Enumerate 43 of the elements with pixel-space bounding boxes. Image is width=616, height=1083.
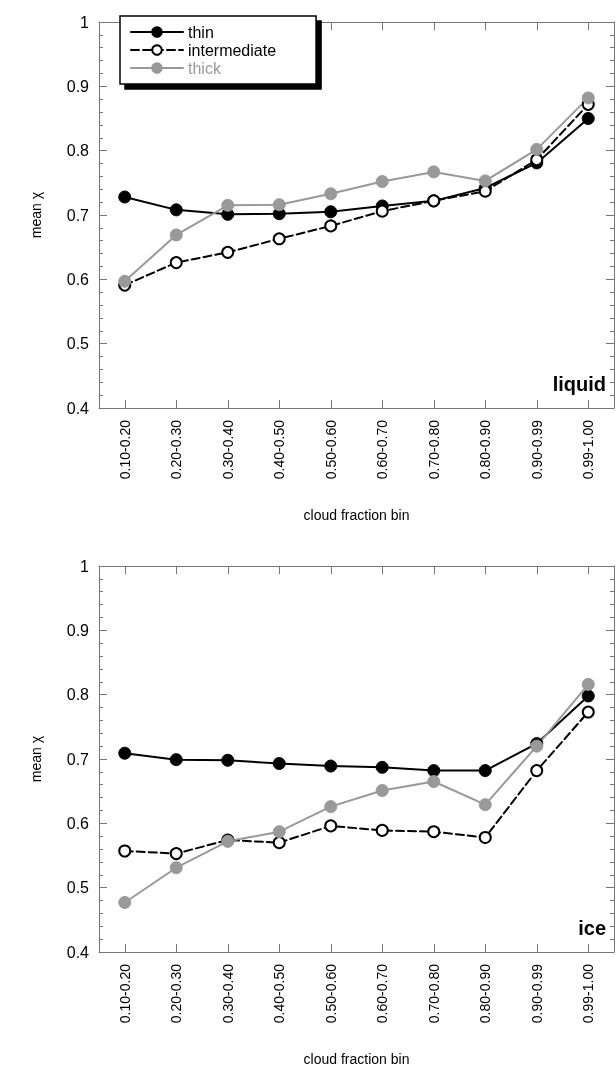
- x-tick-label: 0.90-0.99: [528, 963, 545, 1024]
- x-tick-label: 0.80-0.90: [477, 419, 494, 480]
- x-tick-label: 0.40-0.50: [271, 963, 288, 1024]
- y-tick-label: 0.8: [66, 686, 90, 704]
- x-tick-label: 0.40-0.50: [271, 419, 288, 480]
- y-tick-label: 0.8: [66, 142, 90, 160]
- y-tick-label: 0.7: [66, 750, 90, 768]
- y-tick-label: 0.5: [66, 879, 90, 897]
- y-tick-label: 1: [80, 13, 90, 31]
- x-tick-label: 0.50-0.60: [322, 963, 339, 1024]
- x-axis-title: cloud fraction bin: [303, 507, 410, 523]
- x-tick-label: 0.10-0.20: [116, 963, 133, 1024]
- x-axis-title: cloud fraction bin: [303, 1051, 410, 1067]
- y-axis-title: mean χ: [28, 191, 44, 239]
- x-tick-label: 0.70-0.80: [425, 419, 442, 480]
- y-axis-title: mean χ: [28, 735, 44, 783]
- legend-label: thin: [188, 23, 214, 41]
- x-tick-label: 0.20-0.30: [168, 419, 185, 480]
- x-tick-label: 0.50-0.60: [322, 419, 339, 480]
- x-tick-label: 0.99-1.00: [580, 419, 597, 480]
- x-tick-label: 0.10-0.20: [116, 419, 133, 480]
- annotation: liquid: [552, 373, 607, 395]
- x-tick-label: 0.70-0.80: [425, 963, 442, 1024]
- x-tick-label: 0.60-0.70: [374, 963, 391, 1024]
- legend-label: thick: [188, 59, 222, 77]
- annotation: ice: [578, 917, 607, 939]
- x-tick-label: 0.90-0.99: [528, 419, 545, 480]
- y-tick-label: 0.4: [66, 943, 90, 961]
- y-tick-label: 0.9: [66, 621, 90, 639]
- x-tick-label: 0.30-0.40: [219, 963, 236, 1024]
- y-tick-label: 0.4: [66, 399, 90, 417]
- y-tick-label: 0.6: [66, 814, 90, 832]
- y-tick-label: 0.9: [66, 77, 90, 95]
- y-tick-label: 0.7: [66, 206, 90, 224]
- x-tick-label: 0.99-1.00: [580, 963, 597, 1024]
- y-tick-label: 0.6: [66, 270, 90, 288]
- x-tick-label: 0.60-0.70: [374, 419, 391, 480]
- legend-label: intermediate: [188, 41, 277, 59]
- y-tick-label: 0.5: [66, 335, 90, 353]
- x-tick-label: 0.80-0.90: [477, 963, 494, 1024]
- x-tick-label: 0.30-0.40: [219, 419, 236, 480]
- y-tick-label: 1: [80, 557, 90, 575]
- x-tick-label: 0.20-0.30: [168, 963, 185, 1024]
